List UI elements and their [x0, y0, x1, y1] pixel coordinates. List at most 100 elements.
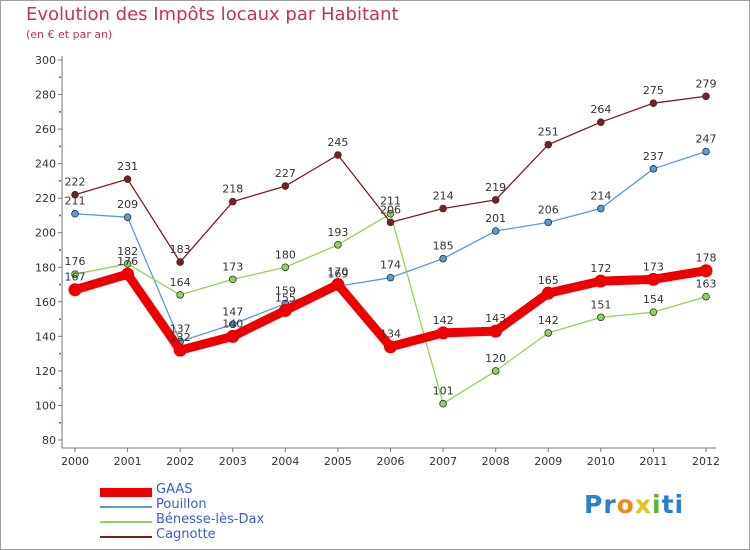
y-minor-tick — [59, 110, 61, 113]
data-label: 163 — [696, 278, 717, 291]
data-point — [228, 320, 237, 329]
y-minor-tick — [59, 76, 61, 79]
data-label: 164 — [170, 276, 191, 289]
data-label: 165 — [538, 274, 559, 287]
data-label: 219 — [485, 181, 506, 194]
data-point — [649, 308, 658, 316]
data-point — [331, 278, 345, 292]
data-label: 251 — [538, 126, 559, 139]
data-point — [123, 213, 132, 221]
data-label: 173 — [643, 260, 664, 273]
y-tick-label: 120 — [35, 365, 56, 378]
data-point — [386, 218, 395, 227]
x-tick-label: 2009 — [534, 455, 562, 468]
data-point — [597, 204, 605, 213]
data-label: 185 — [433, 240, 454, 253]
x-tick-label: 2004 — [271, 455, 299, 468]
data-point — [597, 118, 605, 126]
data-label: 101 — [433, 385, 454, 398]
legend-label: Pouillon — [156, 497, 207, 512]
data-label: 180 — [275, 248, 296, 261]
data-label: 211 — [380, 195, 401, 208]
y-minor-tick — [59, 214, 61, 217]
data-label: 172 — [590, 262, 611, 275]
x-tick-label: 2011 — [639, 455, 667, 468]
logo-letter: P — [584, 490, 604, 519]
data-point — [71, 270, 79, 278]
y-tick-label: 260 — [35, 123, 56, 136]
chart-title: Evolution des Impôts locaux par Habitant — [26, 4, 399, 25]
y-tick-label: 80 — [42, 434, 56, 447]
data-point — [649, 165, 658, 173]
data-point — [228, 197, 237, 206]
y-tick-label: 280 — [35, 89, 56, 102]
x-tick-label: 2012 — [692, 455, 720, 468]
data-label: 169 — [327, 267, 348, 280]
data-point — [544, 218, 553, 227]
data-point — [71, 190, 79, 199]
data-label: 170 — [327, 266, 348, 279]
y-tick-label: 200 — [35, 227, 56, 240]
data-label: 227 — [275, 167, 296, 180]
data-point — [228, 275, 237, 284]
logo-letter: x — [634, 490, 652, 519]
data-label: 193 — [327, 226, 348, 239]
data-point — [491, 227, 500, 235]
y-minor-tick — [59, 387, 61, 390]
data-point — [386, 273, 395, 282]
data-label: 142 — [433, 314, 454, 327]
data-point — [491, 367, 500, 375]
series-line — [74, 95, 707, 263]
data-label: 214 — [433, 190, 454, 203]
data-label: 140 — [222, 317, 243, 330]
data-point — [123, 175, 132, 183]
data-label: 222 — [65, 176, 86, 189]
data-point — [699, 264, 713, 278]
data-point — [436, 326, 450, 340]
x-tick-label: 2006 — [377, 455, 405, 468]
data-label: 214 — [590, 190, 611, 203]
y-tick-label: 220 — [35, 192, 56, 205]
y-minor-tick — [59, 179, 61, 182]
y-tick-label: 160 — [35, 296, 56, 309]
data-point — [544, 329, 553, 337]
logo-letter: i — [674, 490, 685, 519]
y-tick-label: 100 — [35, 399, 56, 412]
data-label: 211 — [65, 195, 86, 208]
data-point — [702, 292, 710, 301]
legend-label: GAAS — [156, 482, 193, 497]
legend-label: Bénesse-lès-Dax — [156, 512, 265, 527]
legend-swatch — [100, 536, 152, 538]
x-tick-label: 2002 — [166, 455, 194, 468]
logo-letter: i — [652, 490, 662, 519]
x-tick-label: 2008 — [482, 455, 510, 468]
data-label: 151 — [590, 298, 611, 311]
chart-subtitle: (en € et par an) — [26, 28, 113, 41]
data-label: 143 — [485, 312, 506, 325]
y-tick-label: 240 — [35, 158, 56, 171]
data-label: 178 — [696, 252, 717, 265]
data-point — [281, 263, 290, 272]
data-label: 182 — [117, 245, 138, 258]
data-point — [541, 286, 555, 300]
data-label: 245 — [327, 136, 348, 149]
data-label: 206 — [538, 203, 559, 216]
y-minor-tick — [59, 421, 61, 424]
data-point — [176, 291, 184, 299]
data-point — [702, 147, 710, 156]
legend-swatch — [100, 521, 152, 523]
data-point — [491, 196, 500, 204]
data-label: 231 — [117, 160, 138, 173]
data-label: 176 — [65, 255, 86, 268]
x-tick-label: 2003 — [219, 455, 247, 468]
x-tick-label: 2007 — [429, 455, 457, 468]
legend-swatch — [100, 487, 152, 497]
proxiti-logo: Proxiti — [584, 490, 684, 519]
y-minor-tick — [59, 352, 61, 355]
data-point — [439, 204, 447, 213]
series-gaas: 167 176 132 140 155 170 134 142 143 165 172 173 178 — [65, 252, 717, 357]
data-point — [278, 303, 292, 317]
data-point — [68, 283, 82, 297]
